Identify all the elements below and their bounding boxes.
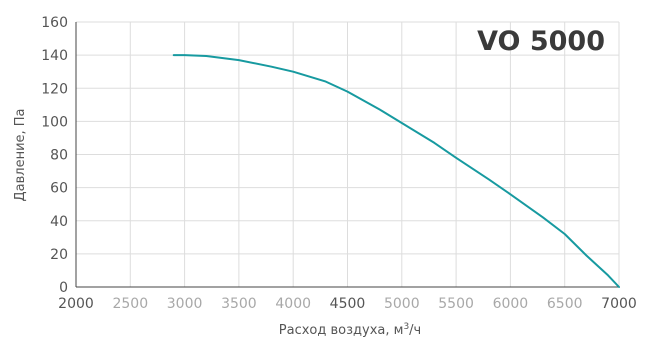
x-tick-label: 4500 — [330, 296, 366, 312]
series-line — [172, 54, 620, 288]
x-axis-label-main: Расход воздуха, м — [279, 323, 404, 338]
y-tick-label: 40 — [50, 214, 68, 230]
x-tick-label: 3000 — [167, 296, 203, 312]
y-tick-label: 160 — [41, 15, 68, 31]
y-tick-label: 140 — [41, 48, 68, 64]
tick-labels: 0 20 40 60 80 100 120 140 160 2000 2500 3000 3500 400… — [41, 15, 637, 312]
x-axis-label-superscript: 3 — [403, 322, 409, 332]
x-axis-label-unit: /ч — [409, 323, 421, 338]
x-tick-label: 6000 — [493, 296, 529, 312]
axes — [75, 22, 619, 288]
x-tick-label: 5500 — [438, 296, 474, 312]
chart-title: VO 5000 — [477, 26, 605, 57]
y-tick-label: 80 — [50, 148, 68, 164]
grid — [76, 21, 620, 287]
x-tick-label: 3500 — [221, 296, 257, 312]
x-tick-label: 6500 — [547, 296, 583, 312]
y-tick-label: 20 — [50, 247, 68, 263]
y-tick-label: 0 — [59, 280, 68, 296]
y-tick-label: 60 — [50, 181, 68, 197]
x-axis-label: Расход воздуха, м3/ч — [279, 322, 421, 338]
series-layer — [172, 54, 620, 288]
x-tick-label: 7000 — [601, 296, 637, 312]
x-tick-label: 5000 — [384, 296, 420, 312]
x-tick-label: 2000 — [58, 296, 94, 312]
x-tick-label: 2500 — [112, 296, 148, 312]
y-tick-label: 100 — [41, 114, 68, 130]
y-axis-label: Давление, Па — [13, 108, 28, 201]
x-tick-label: 4000 — [275, 296, 311, 312]
y-tick-label: 120 — [41, 81, 68, 97]
